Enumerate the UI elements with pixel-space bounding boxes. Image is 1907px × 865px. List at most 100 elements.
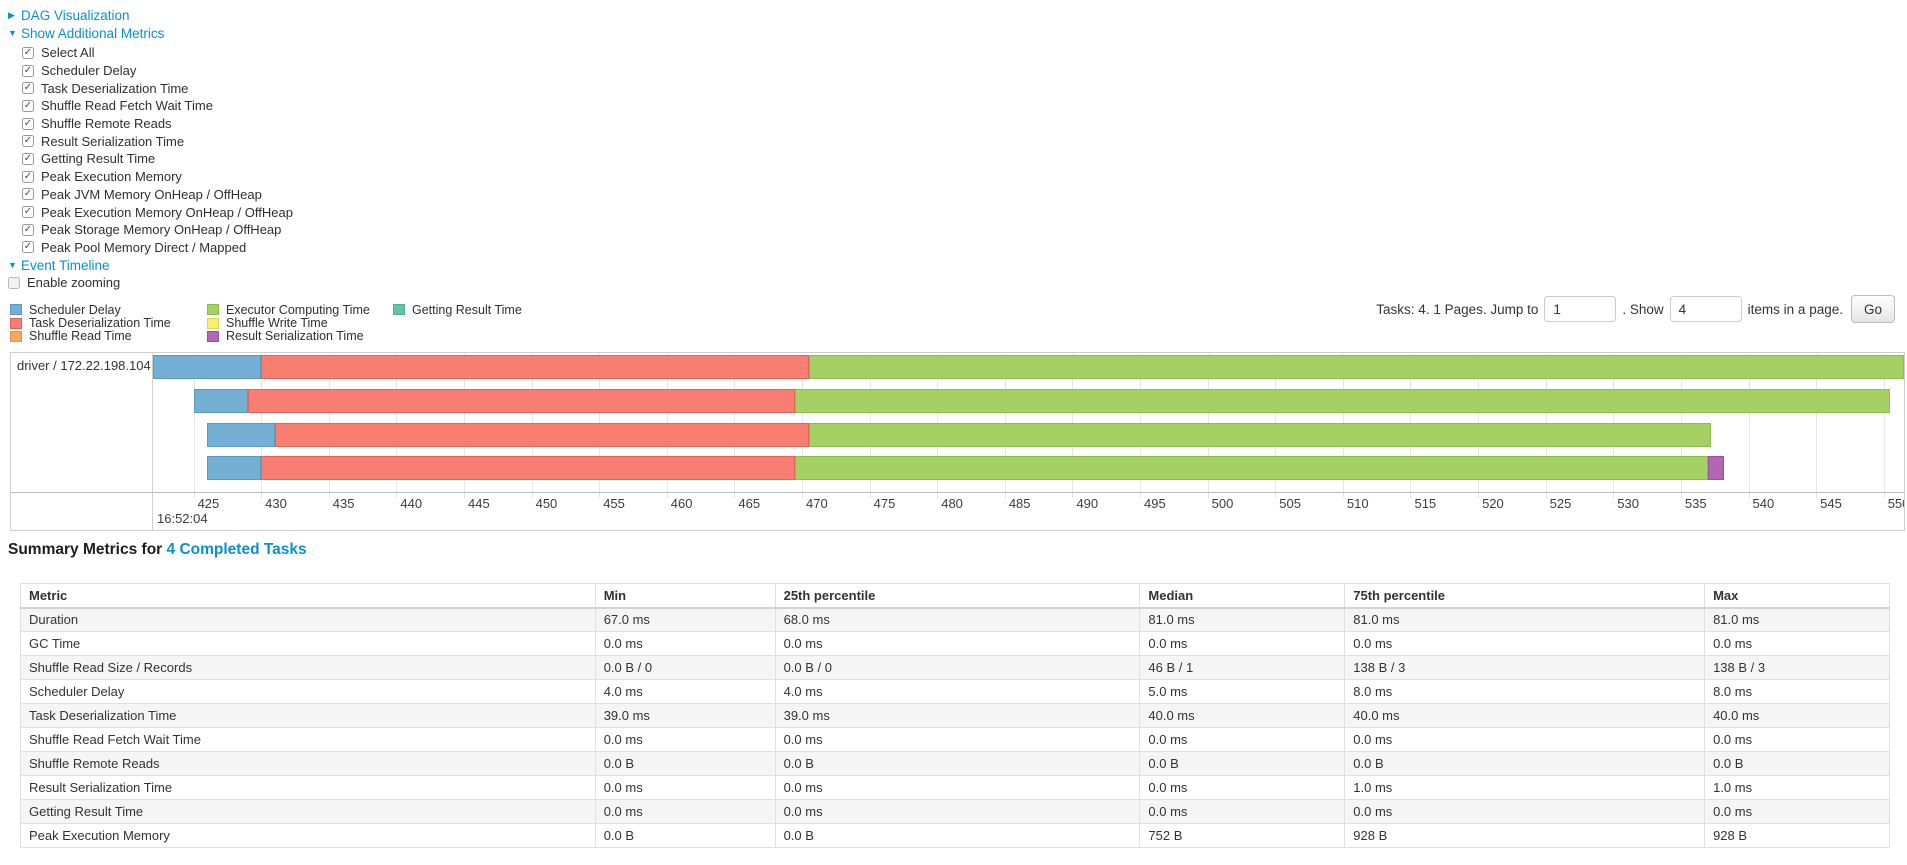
task-segment-executor_computing[interactable] (808, 422, 1711, 447)
metric-value-cell: 68.0 ms (774, 607, 1141, 632)
task-segment-scheduler_delay[interactable] (207, 422, 275, 447)
metric-checkbox-item[interactable]: ✓ Peak Storage Memory OnHeap / OffHeap (22, 221, 293, 239)
metric-checkbox-item[interactable]: ✓ Peak Execution Memory OnHeap / OffHeap (22, 203, 293, 221)
show-additional-metrics-toggle[interactable]: ▼ Show Additional Metrics (8, 24, 293, 42)
axis-tick (1748, 493, 1750, 498)
axis-tick (1342, 493, 1344, 498)
timeline-gridline (802, 353, 804, 492)
metric-checkbox-label: Peak Storage Memory OnHeap / OffHeap (41, 222, 282, 238)
task-segment-task_deserialization[interactable] (261, 456, 796, 481)
metric-checkbox-item[interactable]: ✓ Select All (22, 44, 293, 62)
metric-name-cell: Duration (20, 607, 596, 632)
metric-checkbox-item[interactable]: ✓ Peak Pool Memory Direct / Mapped (22, 239, 293, 257)
time-axis: 425 430 435 440 445 450 455 460 465 470 475 480 485 4… (153, 493, 1904, 530)
timeline-gridline (328, 353, 330, 492)
event-timeline-link[interactable]: Event Timeline (21, 257, 110, 273)
checkbox-unchecked-icon[interactable] (8, 276, 20, 289)
metric-checkbox-label: Peak Execution Memory OnHeap / OffHeap (41, 204, 293, 220)
timeline-gridline (1478, 353, 1480, 492)
checkbox-checked-icon[interactable]: ✓ (22, 135, 34, 148)
task-segment-task_deserialization[interactable] (247, 388, 796, 413)
task-segment-scheduler_delay[interactable] (153, 355, 262, 379)
metric-checkbox-item[interactable]: ✓ Result Serialization Time (22, 132, 293, 150)
task-segment-task_deserialization[interactable] (261, 355, 809, 379)
checkbox-checked-icon[interactable]: ✓ (22, 223, 34, 236)
show-text: . Show (1622, 301, 1664, 317)
metric-name-cell: Shuffle Read Size / Records (20, 655, 596, 680)
metric-value-cell: 4.0 ms (594, 679, 776, 704)
checkbox-checked-icon[interactable]: ✓ (22, 170, 34, 183)
legend-item-shuffle_read: Shuffle Read Time (10, 329, 207, 343)
metric-value-cell: 0.0 ms (1344, 727, 1706, 752)
go-button[interactable]: Go (1850, 295, 1895, 323)
axis-tick (1410, 493, 1412, 498)
legend-item-getting_result: Getting Result Time (393, 303, 522, 317)
task-timeline-bar (153, 456, 1904, 481)
metric-value-cell: 46 B / 1 (1139, 655, 1346, 680)
metric-value-cell: 67.0 ms (594, 607, 776, 632)
metric-checkbox-item[interactable]: ✓ Peak Execution Memory (22, 168, 293, 186)
enable-zooming-row[interactable]: Enable zooming (8, 274, 293, 291)
metric-name-cell: Result Serialization Time (20, 775, 596, 800)
expanded-arrow-icon: ▼ (8, 28, 17, 38)
metric-name-cell: Getting Result Time (20, 799, 596, 824)
metric-checkbox-item[interactable]: ✓ Peak JVM Memory OnHeap / OffHeap (22, 186, 293, 204)
axis-tick-label: 500 (1211, 496, 1234, 511)
metric-checkbox-label: Result Serialization Time (41, 133, 185, 149)
task-segment-executor_computing[interactable] (795, 388, 1891, 413)
axis-tick-label: 480 (941, 496, 963, 511)
task-segment-executor_computing[interactable] (808, 355, 1904, 379)
metric-value-cell: 5.0 ms (1139, 679, 1346, 704)
dag-visualization-toggle[interactable]: ▶ DAG Visualization (8, 6, 293, 24)
table-header-row: Metric Min 25th percentile Median 75th perce… (20, 583, 1890, 609)
axis-tick (869, 493, 871, 498)
metric-checkbox-label: Scheduler Delay (41, 63, 137, 79)
metric-checkbox-item[interactable]: ✓ Shuffle Remote Reads (22, 115, 293, 133)
axis-tick-label: 430 (265, 496, 287, 511)
checkbox-checked-icon[interactable]: ✓ (22, 117, 34, 130)
metric-name-cell: Peak Execution Memory (20, 823, 596, 848)
metric-checkbox-item[interactable]: ✓ Getting Result Time (22, 150, 293, 168)
metric-value-cell: 0.0 B (594, 751, 776, 776)
show-additional-metrics-link[interactable]: Show Additional Metrics (21, 25, 165, 41)
metric-value-cell: 0.0 ms (1704, 631, 1890, 656)
metric-value-cell: 0.0 ms (774, 799, 1141, 824)
metric-value-cell: 0.0 B (1704, 751, 1890, 776)
task-segment-scheduler_delay[interactable] (207, 456, 262, 481)
timeline-gridline (599, 353, 601, 492)
axis-tick (599, 493, 601, 498)
metric-checkbox-item[interactable]: ✓ Task Deserialization Time (22, 79, 293, 97)
table-row: Shuffle Read Size / Records 0.0 B / 0 0.0 … (20, 655, 1890, 680)
task-segment-scheduler_delay[interactable] (193, 388, 248, 413)
axis-tick-label: 460 (670, 496, 693, 511)
event-timeline-toggle[interactable]: ▼ Event Timeline (8, 256, 293, 274)
table-header-cell: 25th percentile (774, 583, 1141, 609)
table-row: Shuffle Remote Reads 0.0 B 0.0 B 0.0 B 0.0 B… (20, 751, 1890, 776)
task-segment-executor_computing[interactable] (795, 456, 1708, 481)
completed-tasks-link[interactable]: 4 Completed Tasks (166, 541, 307, 558)
checkbox-checked-icon[interactable]: ✓ (22, 99, 34, 112)
result_serialization-swatch-icon (207, 330, 219, 342)
checkbox-checked-icon[interactable]: ✓ (22, 206, 34, 219)
checkbox-checked-icon[interactable]: ✓ (22, 64, 34, 77)
metric-checkbox-item[interactable]: ✓ Scheduler Delay (22, 62, 293, 80)
checkbox-checked-icon[interactable]: ✓ (22, 82, 34, 95)
task-segment-task_deserialization[interactable] (274, 422, 809, 447)
metric-checkbox-item[interactable]: ✓ Shuffle Read Fetch Wait Time (22, 97, 293, 115)
metric-value-cell: 0.0 ms (594, 799, 776, 824)
metric-value-cell: 40.0 ms (1139, 703, 1346, 728)
checkbox-checked-icon[interactable]: ✓ (22, 188, 34, 201)
task_deserialization-swatch-icon (10, 317, 22, 329)
task-segment-result_serialization[interactable] (1707, 456, 1725, 481)
checkbox-checked-icon[interactable]: ✓ (22, 46, 34, 59)
dag-visualization-link[interactable]: DAG Visualization (21, 7, 130, 23)
axis-tick (734, 493, 736, 498)
axis-tick-label: 435 (332, 496, 355, 511)
axis-tick (396, 493, 398, 498)
axis-tick-label: 490 (1076, 496, 1099, 511)
metric-value-cell: 0.0 ms (1704, 727, 1890, 752)
checkbox-checked-icon[interactable]: ✓ (22, 152, 34, 165)
jump-to-page-input[interactable] (1544, 296, 1617, 322)
checkbox-checked-icon[interactable]: ✓ (22, 241, 34, 254)
items-per-page-input[interactable] (1669, 296, 1742, 322)
